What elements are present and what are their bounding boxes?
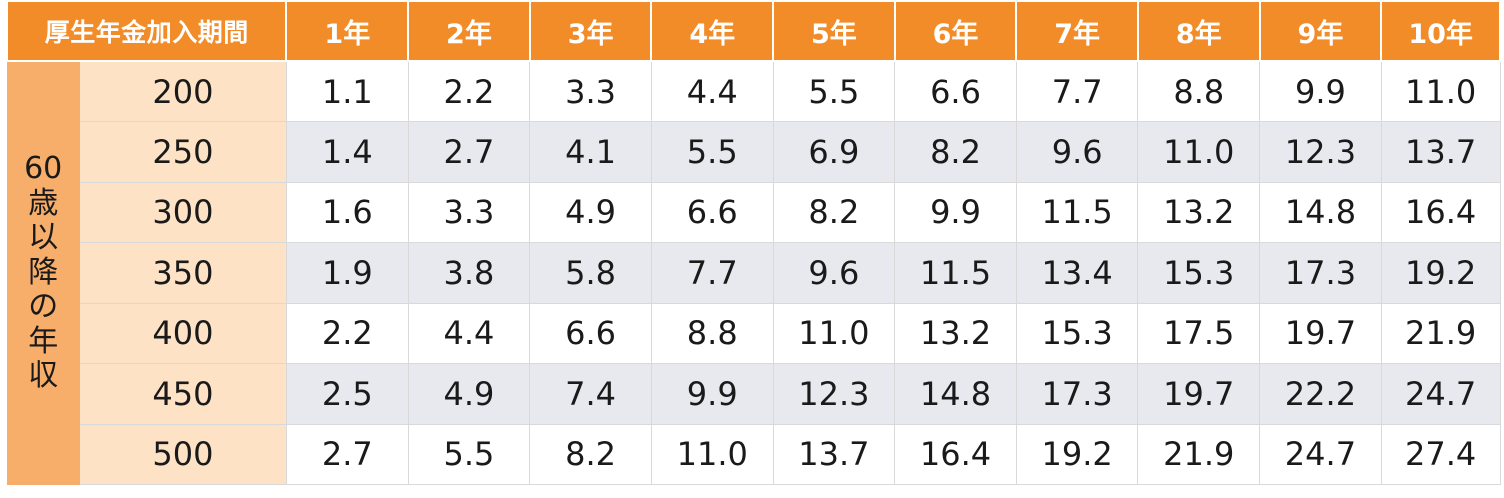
- value-cell: 13.2: [894, 302, 1017, 364]
- period-header: 2年: [407, 0, 531, 62]
- period-header: 4年: [650, 0, 775, 62]
- value-cell: 8.2: [772, 181, 896, 243]
- period-header: 8年: [1136, 0, 1261, 62]
- period-header: 5年: [772, 0, 896, 62]
- value-cell: 5.5: [407, 423, 531, 485]
- value-cell: 17.3: [1015, 363, 1139, 425]
- value-cell: 4.9: [529, 181, 652, 243]
- value-cell: 11.0: [772, 302, 896, 364]
- value-cell: 17.3: [1259, 242, 1382, 304]
- value-cell: 11.0: [650, 423, 774, 485]
- income-cell: 250: [78, 121, 287, 183]
- value-cell: 27.4: [1380, 423, 1501, 485]
- value-cell: 4.4: [407, 302, 531, 364]
- income-cell: 200: [78, 60, 287, 122]
- value-cell: 16.4: [894, 423, 1017, 485]
- value-cell: 2.7: [407, 121, 531, 183]
- value-cell: 2.5: [285, 363, 409, 425]
- value-cell: 8.2: [529, 423, 652, 485]
- value-cell: 15.3: [1015, 302, 1139, 364]
- value-cell: 11.5: [894, 242, 1017, 304]
- value-cell: 4.4: [650, 60, 774, 122]
- value-cell: 9.6: [772, 242, 896, 304]
- income-cell: 450: [78, 363, 287, 425]
- value-cell: 1.9: [285, 242, 409, 304]
- value-cell: 5.5: [650, 121, 774, 183]
- corner-header: 厚生年金加入期間: [5, 0, 288, 62]
- value-cell: 21.9: [1137, 423, 1261, 485]
- value-cell: 17.5: [1137, 302, 1261, 364]
- value-cell: 6.6: [650, 181, 774, 243]
- value-cell: 8.8: [650, 302, 774, 364]
- side-label-cell: 60歳以降の年収: [6, 60, 80, 485]
- value-cell: 1.6: [285, 181, 409, 243]
- value-cell: 19.2: [1015, 423, 1139, 485]
- value-cell: 24.7: [1259, 423, 1382, 485]
- table-row: 250 1.4 2.7 4.1 5.5 6.9 8.2 9.6 11.0 12.…: [7, 121, 1501, 183]
- value-cell: 21.9: [1380, 302, 1501, 364]
- value-cell: 3.3: [407, 181, 531, 243]
- value-cell: 11.5: [1015, 181, 1139, 243]
- table-row: 450 2.5 4.9 7.4 9.9 12.3 14.8 17.3 19.7 …: [7, 363, 1501, 425]
- side-label: 60歳以降の年収: [24, 151, 63, 394]
- value-cell: 6.6: [894, 60, 1017, 122]
- table-row: 500 2.7 5.5 8.2 11.0 13.7 16.4 19.2 21.9…: [7, 423, 1501, 485]
- income-cell: 500: [78, 423, 287, 485]
- value-cell: 4.9: [407, 363, 531, 425]
- value-cell: 13.2: [1137, 181, 1261, 243]
- table-row: 400 2.2 4.4 6.6 8.8 11.0 13.2 15.3 17.5 …: [7, 302, 1501, 364]
- value-cell: 19.7: [1259, 302, 1382, 364]
- value-cell: 8.2: [894, 121, 1017, 183]
- value-cell: 9.6: [1015, 121, 1139, 183]
- income-cell: 400: [78, 302, 287, 364]
- value-cell: 12.3: [772, 363, 896, 425]
- value-cell: 12.3: [1259, 121, 1382, 183]
- income-cell: 300: [78, 181, 287, 243]
- value-cell: 2.2: [285, 302, 409, 364]
- pension-increase-table: 厚生年金加入期間 1年 2年 3年 4年 5年 6年 7年 8年 9年 10年 …: [5, 0, 1501, 485]
- table-row: 350 1.9 3.8 5.8 7.7 9.6 11.5 13.4 15.3 1…: [7, 242, 1501, 304]
- value-cell: 9.9: [1259, 60, 1382, 122]
- income-cell: 350: [78, 242, 287, 304]
- value-cell: 7.7: [650, 242, 774, 304]
- period-header: 1年: [285, 0, 410, 62]
- value-cell: 2.2: [407, 60, 531, 122]
- period-header: 10年: [1380, 0, 1501, 62]
- value-cell: 11.0: [1137, 121, 1261, 183]
- value-cell: 2.7: [285, 423, 409, 485]
- value-cell: 1.1: [285, 60, 409, 122]
- value-cell: 8.8: [1137, 60, 1261, 122]
- value-cell: 16.4: [1380, 181, 1501, 243]
- value-cell: 13.4: [1015, 242, 1139, 304]
- value-cell: 4.1: [529, 121, 652, 183]
- value-cell: 6.9: [772, 121, 896, 183]
- value-cell: 5.8: [529, 242, 652, 304]
- table-row: 300 1.6 3.3 4.9 6.6 8.2 9.9 11.5 13.2 14…: [7, 181, 1501, 243]
- value-cell: 11.0: [1380, 60, 1501, 122]
- value-cell: 15.3: [1137, 242, 1261, 304]
- value-cell: 7.7: [1015, 60, 1139, 122]
- value-cell: 7.4: [529, 363, 652, 425]
- period-header: 6年: [893, 0, 1018, 62]
- period-header: 7年: [1015, 0, 1139, 62]
- value-cell: 13.7: [772, 423, 896, 485]
- value-cell: 3.3: [529, 60, 652, 122]
- value-cell: 14.8: [1259, 181, 1382, 243]
- value-cell: 1.4: [285, 121, 409, 183]
- value-cell: 6.6: [529, 302, 652, 364]
- header-row: 厚生年金加入期間 1年 2年 3年 4年 5年 6年 7年 8年 9年 10年: [5, 0, 1501, 62]
- value-cell: 19.7: [1137, 363, 1261, 425]
- value-cell: 24.7: [1380, 363, 1501, 425]
- value-cell: 5.5: [772, 60, 896, 122]
- period-header: 9年: [1258, 0, 1383, 62]
- value-cell: 14.8: [894, 363, 1017, 425]
- value-cell: 9.9: [650, 363, 774, 425]
- table-row: 60歳以降の年収 200 1.1 2.2 3.3 4.4 5.5 6.6 7.7…: [6, 60, 1501, 485]
- value-cell: 19.2: [1380, 242, 1501, 304]
- value-cell: 22.2: [1259, 363, 1382, 425]
- value-cell: 13.7: [1380, 121, 1501, 183]
- period-header: 3年: [528, 0, 653, 62]
- value-cell: 3.8: [407, 242, 531, 304]
- value-cell: 9.9: [894, 181, 1017, 243]
